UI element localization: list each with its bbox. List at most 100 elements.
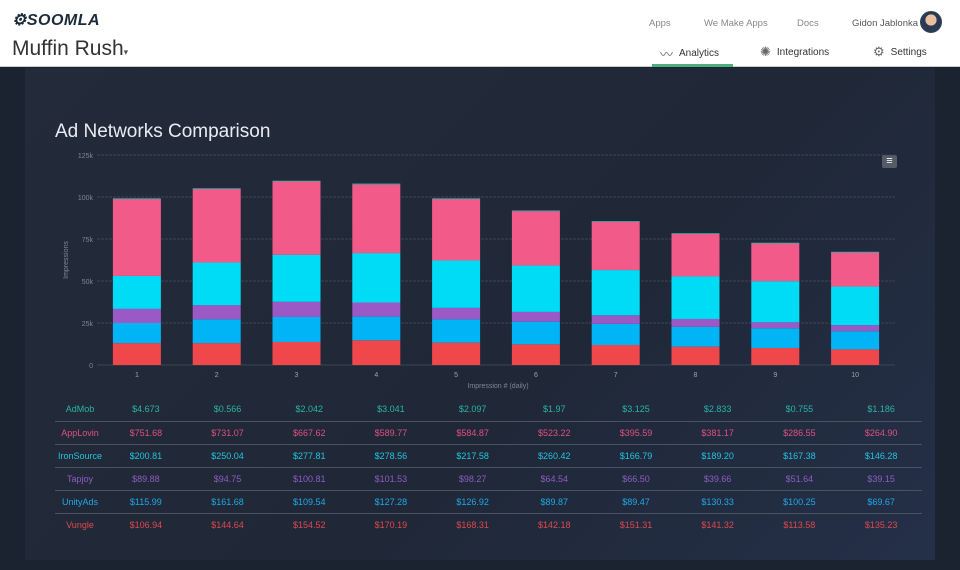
revenue-cell: $278.56 bbox=[350, 444, 432, 468]
x-tick-label: 8 bbox=[694, 372, 698, 379]
revenue-cell: $584.87 bbox=[431, 421, 514, 445]
y-tick-label: 50k bbox=[82, 279, 94, 286]
bar-segment-unityads bbox=[511, 321, 560, 345]
bar-segment-admob bbox=[112, 198, 161, 200]
revenue-cell: $69.67 bbox=[840, 490, 922, 514]
revenue-cell: $127.28 bbox=[350, 490, 432, 514]
bar-segment-tapjoy bbox=[511, 311, 560, 322]
revenue-cell: $200.81 bbox=[105, 444, 187, 468]
revenue-cell: $166.79 bbox=[595, 444, 677, 468]
bar-segment-vungle bbox=[591, 345, 640, 365]
revenue-cell: $64.54 bbox=[513, 467, 596, 491]
bar-segment-vungle bbox=[432, 342, 481, 365]
bar-segment-unityads bbox=[751, 328, 800, 349]
revenue-cell: $168.31 bbox=[456, 519, 489, 530]
revenue-cell: $109.54 bbox=[268, 490, 351, 514]
bar-segment-ironsource bbox=[432, 260, 481, 308]
revenue-cell: $101.53 bbox=[350, 467, 432, 491]
bar-segment-applovin bbox=[751, 243, 800, 282]
bar-segment-unityads bbox=[272, 316, 321, 342]
revenue-cell: $154.52 bbox=[292, 519, 326, 530]
bar-segment-unityads bbox=[352, 316, 401, 341]
network-name: AdMob bbox=[55, 398, 105, 422]
y-tick-label: 25k bbox=[82, 321, 94, 328]
bar-segment-tapjoy bbox=[352, 302, 401, 317]
revenue-cell: $94.75 bbox=[186, 467, 269, 491]
revenue-cell: $100.25 bbox=[758, 490, 841, 514]
revenue-cell: $115.99 bbox=[105, 490, 187, 514]
network-name: Tapjoy bbox=[55, 467, 105, 491]
active-tab-indicator bbox=[652, 64, 733, 67]
bar-segment-ironsource bbox=[751, 281, 800, 323]
revenue-cell: $381.17 bbox=[676, 421, 759, 445]
revenue-cell: $106.94 bbox=[129, 519, 163, 530]
revenue-cell: $260.42 bbox=[513, 444, 596, 468]
integrations-burst-icon: ✺ bbox=[760, 44, 771, 59]
x-tick-label: 4 bbox=[374, 372, 378, 379]
app-selector[interactable]: Muffin Rush▾ bbox=[12, 37, 129, 60]
revenue-cell: $189.20 bbox=[676, 444, 759, 468]
bar-segment-ironsource bbox=[272, 254, 321, 302]
y-tick-label: 125k bbox=[78, 153, 94, 160]
x-tick-label: 1 bbox=[135, 372, 139, 379]
revenue-cell: $2.833 bbox=[676, 398, 759, 422]
tab-analytics[interactable]: 〰 Analytics bbox=[660, 44, 719, 63]
user-name[interactable]: Gidon Jablonka bbox=[852, 18, 919, 29]
gear-icon: ⚙ bbox=[873, 44, 885, 59]
revenue-cell: $250.04 bbox=[186, 444, 269, 468]
network-name: Vungle bbox=[66, 519, 94, 530]
revenue-cell: $130.33 bbox=[676, 490, 759, 514]
bar-segment-applovin bbox=[591, 221, 640, 271]
bar-segment-admob bbox=[432, 198, 481, 200]
bar-segment-unityads bbox=[591, 323, 640, 346]
soomla-logo[interactable]: ⚙SOOMLA bbox=[12, 12, 101, 29]
link-apps[interactable]: Apps bbox=[649, 18, 671, 29]
revenue-cell: $395.59 bbox=[595, 421, 677, 445]
revenue-cell: $161.68 bbox=[186, 490, 269, 514]
bar-segment-admob bbox=[591, 221, 640, 222]
revenue-cell: $1.186 bbox=[840, 398, 922, 422]
bar-segment-admob bbox=[751, 242, 800, 244]
tab-settings[interactable]: ⚙ Settings bbox=[873, 44, 927, 59]
bar-segment-applovin bbox=[112, 199, 161, 276]
bar-segment-vungle bbox=[192, 343, 241, 365]
network-name: IronSource bbox=[55, 444, 105, 468]
bar-segment-ironsource bbox=[671, 276, 720, 319]
link-we-make-apps[interactable]: We Make Apps bbox=[704, 18, 768, 29]
bar-segment-vungle bbox=[671, 346, 720, 365]
revenue-cell: $100.81 bbox=[268, 467, 351, 491]
revenue-cell: $39.15 bbox=[840, 467, 922, 491]
bar-segment-applovin bbox=[671, 233, 720, 277]
revenue-cell: $217.58 bbox=[431, 444, 514, 468]
x-tick-label: 10 bbox=[851, 372, 859, 379]
x-axis-label: Impression # (daily) bbox=[467, 383, 528, 390]
bar-segment-ironsource bbox=[591, 270, 640, 316]
bar-segment-unityads bbox=[831, 331, 880, 350]
bar-segment-vungle bbox=[112, 343, 161, 365]
revenue-cell: $1.97 bbox=[513, 398, 596, 422]
revenue-cell: $170.19 bbox=[374, 519, 408, 530]
chevron-down-icon: ▾ bbox=[123, 47, 129, 57]
revenue-cell: $731.07 bbox=[186, 421, 269, 445]
chart-menu-button[interactable]: ≡ bbox=[882, 155, 897, 168]
link-docs[interactable]: Docs bbox=[797, 18, 819, 29]
revenue-cell: $286.55 bbox=[758, 421, 841, 445]
revenue-cell: $89.47 bbox=[595, 490, 677, 514]
revenue-cell: $142.18 bbox=[538, 519, 571, 530]
bar-segment-applovin bbox=[352, 184, 401, 254]
network-name: UnityAds bbox=[55, 490, 105, 514]
revenue-cell: $151.31 bbox=[619, 519, 653, 530]
tab-integrations[interactable]: ✺ Integrations bbox=[760, 44, 830, 59]
hamburger-icon: ≡ bbox=[886, 155, 893, 167]
bar-segment-admob bbox=[511, 210, 560, 212]
avatar[interactable] bbox=[920, 11, 942, 33]
table-row: AdMob $4.673 $0.566 $2.042 $3.041 $2.097 $1.97… bbox=[55, 398, 922, 422]
x-tick-label: 7 bbox=[614, 372, 618, 379]
revenue-cell: $589.77 bbox=[350, 421, 432, 445]
network-name: AppLovin bbox=[55, 421, 105, 445]
bar-segment-applovin bbox=[192, 188, 241, 263]
revenue-cell: $51.64 bbox=[758, 467, 841, 491]
revenue-cell: $0.566 bbox=[186, 398, 269, 422]
bar-segment-ironsource bbox=[352, 253, 401, 303]
revenue-cell: $39.66 bbox=[676, 467, 759, 491]
